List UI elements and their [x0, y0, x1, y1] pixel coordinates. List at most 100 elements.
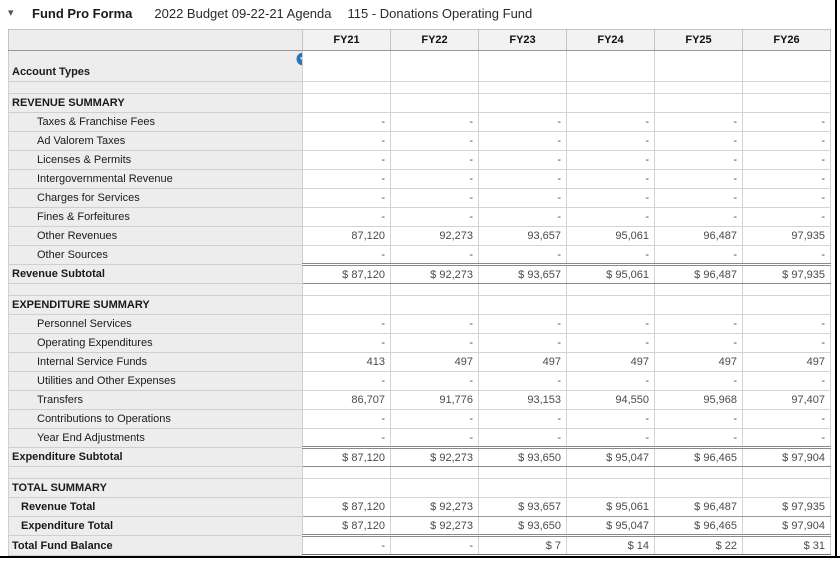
- table-row: Other Revenues 87,120 92,273 93,657 95,061 96…: [8, 226, 831, 246]
- value-cell: -: [566, 428, 655, 448]
- value-cell: [566, 466, 655, 479]
- value-cell: [742, 50, 831, 82]
- row-label-cell: Transfers: [8, 390, 303, 410]
- value-cell: 86,707: [302, 390, 391, 410]
- value-cell: -: [654, 169, 743, 189]
- fund-name-label: 115 - Donations Operating Fund: [347, 6, 533, 21]
- value-cell: -: [478, 245, 567, 265]
- value-cell: -: [742, 409, 831, 429]
- value-cell: [654, 81, 743, 94]
- value-cell: -: [654, 150, 743, 170]
- value-cell: [390, 81, 479, 94]
- row-label-cell: Personnel Services: [8, 314, 303, 334]
- value-cell: -: [390, 131, 479, 151]
- value-cell: [654, 295, 743, 315]
- value-cell: $ 87,120: [302, 516, 391, 536]
- value-cell: [302, 93, 391, 113]
- value-cell: 497: [566, 352, 655, 372]
- value-cell: [654, 466, 743, 479]
- row-label-cell: Expenditure Subtotal: [8, 447, 303, 467]
- value-cell: -: [566, 112, 655, 132]
- value-cell: -: [654, 112, 743, 132]
- value-cell: [302, 295, 391, 315]
- value-cell: [390, 295, 479, 315]
- value-cell: -: [742, 207, 831, 227]
- table-row: Charges for Services - - - - - -: [8, 188, 831, 208]
- label-column-header: [8, 29, 303, 51]
- value-cell: $ 97,935: [742, 263, 831, 284]
- value-cell: $ 87,120: [302, 446, 391, 467]
- value-cell: -: [302, 207, 391, 227]
- value-cell: [478, 81, 567, 94]
- row-label-cell: Account Types: [8, 50, 303, 82]
- value-cell: -: [566, 207, 655, 227]
- value-cell: -: [654, 131, 743, 151]
- value-cell: -: [478, 428, 567, 448]
- table-row: Expenditure Total $ 87,120 $ 92,273 $ 93,65…: [8, 516, 831, 536]
- value-cell: [566, 93, 655, 113]
- value-cell: 94,550: [566, 390, 655, 410]
- value-cell: [390, 466, 479, 479]
- value-cell: $ 95,061: [566, 497, 655, 517]
- value-cell: [302, 283, 391, 296]
- value-cell: -: [566, 188, 655, 208]
- value-cell: -: [478, 207, 567, 227]
- value-cell: -: [390, 169, 479, 189]
- row-label-cell: TOTAL SUMMARY: [8, 478, 303, 498]
- value-cell: -: [654, 409, 743, 429]
- value-cell: 97,935: [742, 226, 831, 246]
- value-cell: -: [390, 409, 479, 429]
- table-row: Revenue Total $ 87,120 $ 92,273 $ 93,657 $ 9…: [8, 497, 831, 517]
- value-cell: 497: [478, 352, 567, 372]
- column-header-fy25: FY25: [654, 29, 743, 51]
- value-cell: 497: [390, 352, 479, 372]
- table-row: TOTAL SUMMARY: [8, 478, 831, 498]
- filter-dropdown-icon[interactable]: [296, 52, 302, 66]
- value-cell: [742, 93, 831, 113]
- value-cell: -: [654, 371, 743, 391]
- value-cell: -: [742, 245, 831, 265]
- value-cell: 413: [302, 352, 391, 372]
- table-row: Operating Expenditures - - - - - -: [8, 333, 831, 353]
- page-title: Fund Pro Forma: [32, 6, 133, 21]
- value-cell: -: [302, 169, 391, 189]
- value-cell: -: [566, 409, 655, 429]
- value-cell: -: [478, 371, 567, 391]
- value-cell: 95,061: [566, 226, 655, 246]
- value-cell: 96,487: [654, 226, 743, 246]
- table-row: Utilities and Other Expenses - - - - - -: [8, 371, 831, 391]
- value-cell: [742, 295, 831, 315]
- table-row: Transfers 86,707 91,776 93,153 94,550 95,968 9…: [8, 390, 831, 410]
- value-cell: $ 97,904: [742, 446, 831, 467]
- row-label-cell: Year End Adjustments: [8, 428, 303, 448]
- table-row: Total Fund Balance - - $ 7 $ 14 $ 22 $ 31: [8, 534, 831, 557]
- value-cell: -: [478, 333, 567, 353]
- value-cell: [302, 50, 391, 82]
- value-cell: $ 96,487: [654, 497, 743, 517]
- value-cell: -: [390, 428, 479, 448]
- value-cell: $ 87,120: [302, 497, 391, 517]
- value-cell: 95,968: [654, 390, 743, 410]
- value-cell: $ 97,935: [742, 497, 831, 517]
- table-row: Licenses & Permits - - - - - -: [8, 150, 831, 170]
- value-cell: -: [566, 333, 655, 353]
- row-label-cell: Other Revenues: [8, 226, 303, 246]
- value-cell: $ 92,273: [390, 516, 479, 536]
- value-cell: $ 87,120: [302, 263, 391, 284]
- value-cell: $ 96,465: [654, 446, 743, 467]
- table-row: Account Types: [8, 50, 831, 82]
- table-row: Ad Valorem Taxes - - - - - -: [8, 131, 831, 151]
- table-row: REVENUE SUMMARY: [8, 93, 831, 113]
- window-right-edge: [835, 0, 837, 558]
- fund-proforma-table: FY21 FY22 FY23 FY24 FY25 FY26 Account Ty…: [8, 29, 831, 557]
- value-cell: $ 92,273: [390, 263, 479, 284]
- collapse-caret-icon[interactable]: ▾: [8, 7, 14, 19]
- row-label-cell: Fines & Forfeitures: [8, 207, 303, 227]
- value-cell: -: [390, 314, 479, 334]
- column-header-fy24: FY24: [566, 29, 655, 51]
- value-cell: -: [742, 112, 831, 132]
- value-cell: -: [478, 314, 567, 334]
- value-cell: -: [302, 371, 391, 391]
- row-label-cell: Other Sources: [8, 245, 303, 265]
- value-cell: -: [302, 245, 391, 265]
